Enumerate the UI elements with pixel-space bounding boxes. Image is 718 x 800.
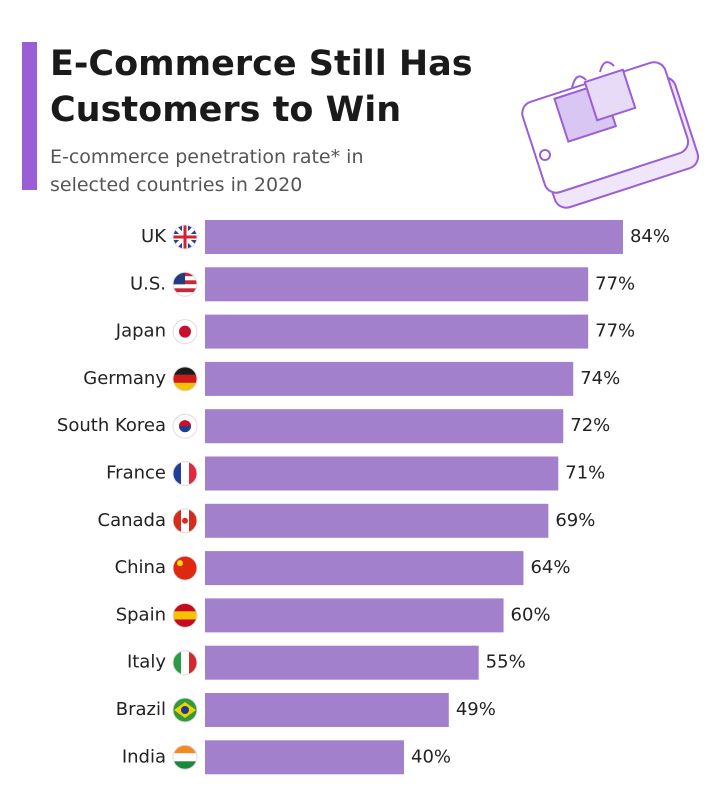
bar [205,456,559,491]
flag-part [173,292,197,297]
category-label: China [115,557,166,578]
flag-icon [173,319,197,344]
value-label: 69% [555,510,595,531]
flag-part [173,603,197,612]
flag-border [172,650,198,676]
flag-icon [173,508,197,533]
category-label: Germany [83,368,166,389]
flag-icon [173,461,197,486]
category-label: France [106,463,166,484]
category-label: Italy [127,652,166,673]
category-label: Canada [98,510,167,531]
bar [205,361,574,396]
flag-part [179,420,191,427]
flag-part [181,461,189,486]
flag-border [172,319,198,345]
flag-border [172,461,198,486]
flag-part [181,650,189,675]
flag-border [172,697,198,723]
flag-border [172,602,198,628]
flag-part [173,761,197,770]
flag-part [189,650,197,675]
value-label: 71% [565,463,605,484]
category-label: Spain [116,604,166,625]
flag-part [179,325,191,338]
category-label: UK [141,226,167,247]
flag-part [181,706,189,714]
phone-illustration [521,61,700,209]
bar [205,551,524,586]
flag-icon [173,414,197,439]
chart-subtitle: E-commerce penetration rate* in [50,146,363,168]
category-label: South Korea [57,415,166,436]
flag-icon [173,698,197,722]
value-label: 77% [595,321,635,342]
flag-part [189,508,197,533]
category-label: Japan [115,321,166,342]
flag-part [189,461,197,486]
value-label: 74% [580,368,620,389]
flag-icon [173,745,197,770]
bar [205,409,564,444]
bar [205,693,449,727]
flag-part [173,508,181,533]
flag-part [173,284,197,289]
value-label: 64% [530,557,570,578]
flag-part [173,556,197,581]
flag-part [173,753,197,762]
flag-part [177,560,183,567]
category-label: U.S. [130,273,166,294]
flag-icon [173,366,197,391]
flag-part [173,366,197,375]
value-label: 60% [511,604,551,625]
flag-part [173,611,197,620]
category-label: Brazil [116,699,166,720]
flag-icon [173,225,197,249]
bar [205,645,479,680]
flag-part [173,374,197,383]
chart-subtitle: selected countries in 2020 [50,174,302,196]
category-label: India [122,746,166,767]
flag-icon [173,556,197,581]
flag-border [172,224,198,250]
flag-part [182,517,188,524]
flag-part [173,745,197,754]
flag-border [172,413,198,439]
chart-title: Customers to Win [50,90,401,130]
bar [205,220,623,254]
bar [205,267,589,302]
bar [205,598,504,633]
value-label: 49% [456,699,496,720]
value-label: 72% [570,415,610,436]
flag-part [173,461,181,486]
value-label: 84% [630,226,670,247]
flag-part [173,288,197,293]
flag-part [173,619,197,628]
flag-part [173,650,181,675]
flag-icon [173,650,197,675]
bar [205,740,405,775]
flag-icon [173,603,197,628]
bar [205,503,549,538]
value-label: 40% [411,746,451,767]
value-label: 77% [595,273,635,294]
flag-border [172,744,198,770]
flag-border [172,271,198,297]
flag-border [172,508,198,534]
flag-border [172,366,198,392]
bar [205,314,589,349]
value-label: 55% [486,652,526,673]
flag-border [172,555,198,581]
flag-part [173,382,197,391]
chart-title: E-Commerce Still Has [50,44,473,84]
accent-bar [22,42,37,190]
flag-part [183,225,187,249]
